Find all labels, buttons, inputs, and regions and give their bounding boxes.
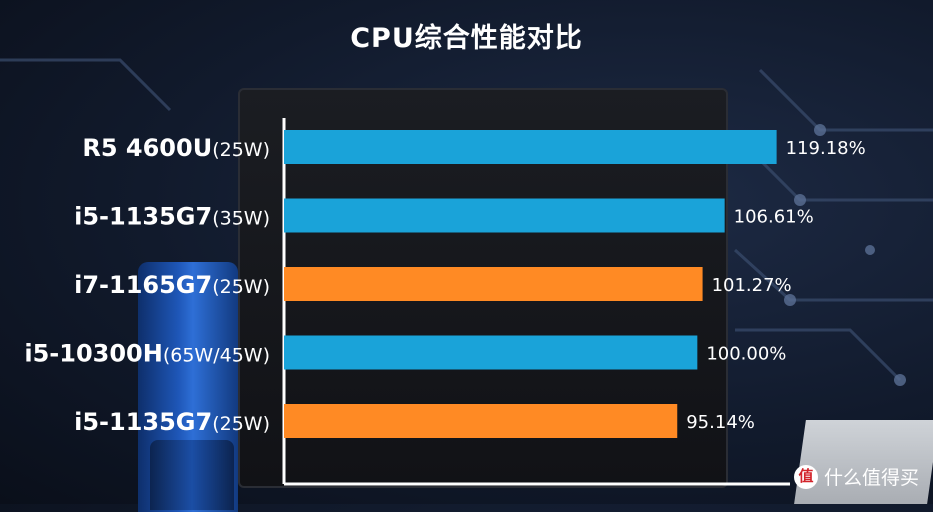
chart-labels: 119.18%R5 4600U(25W)106.61%i5-1135G7(35W…	[24, 134, 865, 436]
category-label-4: i5-10300H(65W/45W)	[24, 340, 270, 368]
bar-5	[284, 404, 678, 438]
bar-3	[284, 267, 703, 301]
chart-title: CPU综合性能对比	[350, 23, 583, 54]
value-label-3: 101.27%	[712, 275, 792, 296]
value-label-2: 106.61%	[734, 207, 814, 228]
category-name-3: i7-1165G7	[74, 271, 212, 299]
category-label-1: R5 4600U(25W)	[82, 134, 270, 162]
category-label-5: i5-1135G7(25W)	[74, 408, 270, 436]
category-suffix-1: (25W)	[212, 139, 270, 161]
category-name-2: i5-1135G7	[74, 203, 212, 231]
value-label-4: 100.00%	[706, 344, 786, 365]
bar-1	[284, 130, 777, 164]
chart-bars	[284, 130, 777, 438]
category-suffix-2: (35W)	[212, 208, 270, 230]
bar-2	[284, 198, 725, 233]
category-name-1: R5 4600U	[82, 134, 212, 162]
watermark: 值 什么值得买	[793, 463, 919, 490]
watermark-text: 什么值得买	[823, 467, 919, 489]
category-name-4: i5-10300H	[24, 340, 162, 368]
zhi-icon: 值	[793, 464, 818, 489]
category-suffix-5: (25W)	[212, 413, 270, 435]
category-label-3: i7-1165G7(25W)	[74, 271, 270, 299]
category-name-5: i5-1135G7	[74, 408, 212, 436]
value-label-1: 119.18%	[786, 138, 866, 159]
category-suffix-3: (25W)	[212, 276, 270, 298]
category-suffix-4: (65W/45W)	[163, 345, 270, 367]
background-can-lower	[150, 440, 234, 510]
value-label-5: 95.14%	[686, 412, 755, 433]
bar-4	[284, 335, 698, 370]
category-label-2: i5-1135G7(35W)	[74, 203, 270, 231]
